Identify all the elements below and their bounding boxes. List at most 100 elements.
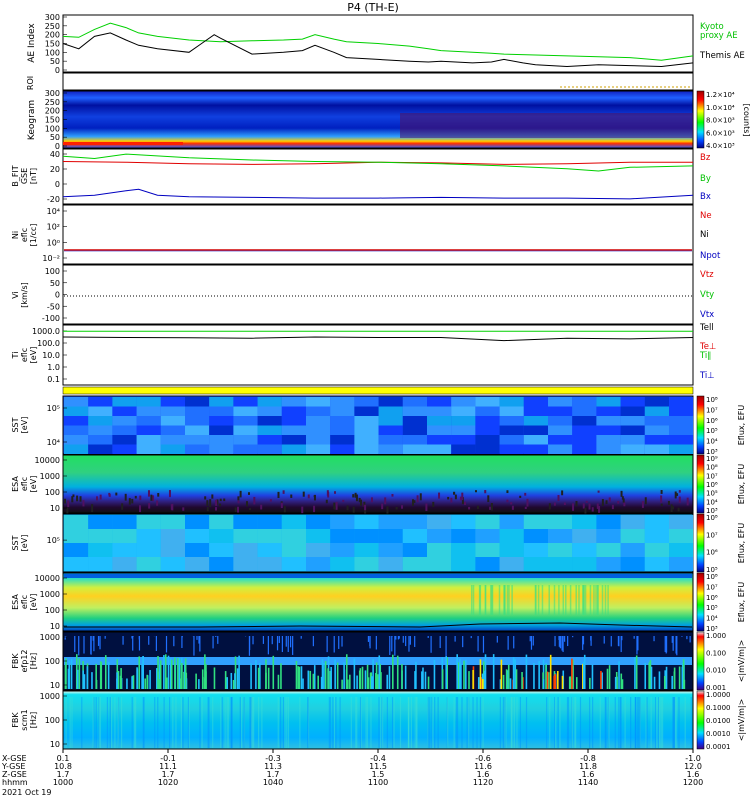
sst-e-cell (281, 444, 306, 454)
fbk-b-stripe (639, 697, 641, 748)
sst-i-cell (306, 515, 331, 529)
sst-e-cell (112, 397, 137, 407)
sst-e-cell (354, 416, 379, 426)
sst-e-cell (306, 425, 331, 435)
sst-i-cell (209, 543, 234, 557)
sst-i-cell (548, 515, 573, 529)
sst-e-cell (451, 416, 476, 426)
esa-i-streak (508, 585, 510, 615)
esa-i-streak (565, 585, 567, 615)
sst-i-cell (64, 529, 89, 543)
fbk-b-stripe (574, 697, 576, 748)
mode-strip (62, 386, 694, 395)
esa-e-noise (506, 499, 509, 503)
esa-e-noise (598, 506, 601, 513)
esa-e-noise (670, 504, 673, 512)
sst-e-cell (136, 416, 161, 426)
fbk-e-bar (327, 668, 329, 689)
fbk-e-bar (525, 654, 528, 689)
fbk-e-bar (131, 676, 133, 689)
esa-e-noise (524, 506, 527, 509)
x-tick-value: -1.0 (685, 754, 701, 763)
fbk-e-upper (529, 636, 531, 642)
keogram-tick-label: 200 (45, 107, 60, 116)
fbk-e-bar (272, 655, 275, 689)
fbk-b-stripe (207, 697, 209, 748)
esa-e-noise (280, 502, 283, 509)
fbk-e-upper (496, 636, 498, 643)
esa-i-cbar-tick-label: 10⁷ (706, 583, 718, 591)
fbk-e-bar (392, 654, 394, 689)
fbk-b-stripe (356, 697, 358, 748)
x-tick-value: -0.3 (265, 754, 281, 763)
fbk-e-upper (470, 636, 472, 639)
fbk-e-upper (405, 636, 407, 647)
fbk-e-bar (663, 676, 666, 689)
fbk-e-bar (372, 659, 374, 689)
sst-e-cell (233, 406, 258, 416)
sst-e-cbar-label: Eflux, EFU (737, 405, 746, 446)
sst-e-cell (523, 397, 548, 407)
esa-e-noise (644, 497, 647, 505)
velocity-tick-label: -100 (42, 314, 60, 323)
esa-e-noise (66, 507, 69, 514)
ae-tick-label: 150 (45, 40, 60, 49)
esa-e-noise (239, 490, 242, 498)
fbk-b-stripe (567, 697, 570, 748)
temperature-ylabel: Ti (11, 352, 20, 360)
fbk-b-stripe (684, 697, 686, 748)
sst-e-cell (209, 435, 234, 445)
fbk-b-stripe (637, 697, 639, 748)
fbk-e-upper (636, 636, 638, 655)
esa-e-noise (253, 496, 256, 505)
fbk-e-bar (460, 664, 462, 689)
sst-e-cell (257, 397, 282, 407)
esa-e-noise (157, 493, 160, 497)
fbk-b-stripe (117, 697, 119, 748)
fbk-b-stripe (566, 697, 569, 748)
fbk-e-bar (459, 658, 461, 689)
esa-i-streak (569, 585, 572, 615)
fbk-e-bar (345, 654, 348, 689)
esa-e-noise (277, 491, 280, 499)
sst-i-cell (451, 557, 476, 571)
fbk-e-bar (414, 671, 416, 689)
fbk-e-bar (614, 676, 617, 689)
fbk-e-bar (238, 655, 240, 689)
esa-e-noise (561, 490, 564, 496)
fbk-e-bar (583, 654, 586, 689)
fbk-e-tick-label: 1000 (40, 633, 60, 642)
fbk-e-bar (433, 660, 436, 689)
sst-e-cell (451, 435, 476, 445)
sst-i-cell (281, 543, 306, 557)
esa-e-noise (282, 490, 285, 494)
fbk-e-bar (164, 654, 167, 689)
fbk-e-upper (271, 636, 273, 645)
fbk-b-stripe (472, 697, 474, 748)
sst-i-cell (257, 515, 282, 529)
sst-i-cbar-tick-label: 10⁷ (706, 531, 718, 539)
fbk-b-stripe (519, 697, 521, 748)
fbk-e-upper (83, 636, 85, 654)
fbk-e-bar (500, 659, 503, 689)
fbk-b-stripe (257, 697, 260, 748)
fbk-e-bar (334, 659, 336, 689)
ae-line-kyoto-proxy-ae (62, 22, 694, 61)
fbk-e-cbar-tick-label: 0.010 (706, 667, 726, 675)
sst-e-colorbar (696, 395, 705, 455)
fbk-e-upper (173, 636, 175, 647)
fbk-e-bar (514, 659, 517, 689)
esa-e-noise (363, 501, 366, 507)
esa-e-noise (621, 496, 624, 500)
sst-e-cell (669, 406, 694, 416)
fbk-b-stripe (98, 697, 100, 748)
fbk-e-bar (257, 667, 260, 689)
fbk-b-stripe (414, 697, 416, 748)
bfield-y-ticks: 40 20 0 -20 (47, 150, 67, 204)
fbk-b-stripe (525, 697, 528, 748)
sst-e-cell (185, 406, 210, 416)
fbk-e-upper (408, 636, 410, 652)
fbk-e-bar (682, 665, 685, 689)
fbk-e-upper (513, 636, 515, 649)
fbk-b-stripe (370, 697, 372, 748)
